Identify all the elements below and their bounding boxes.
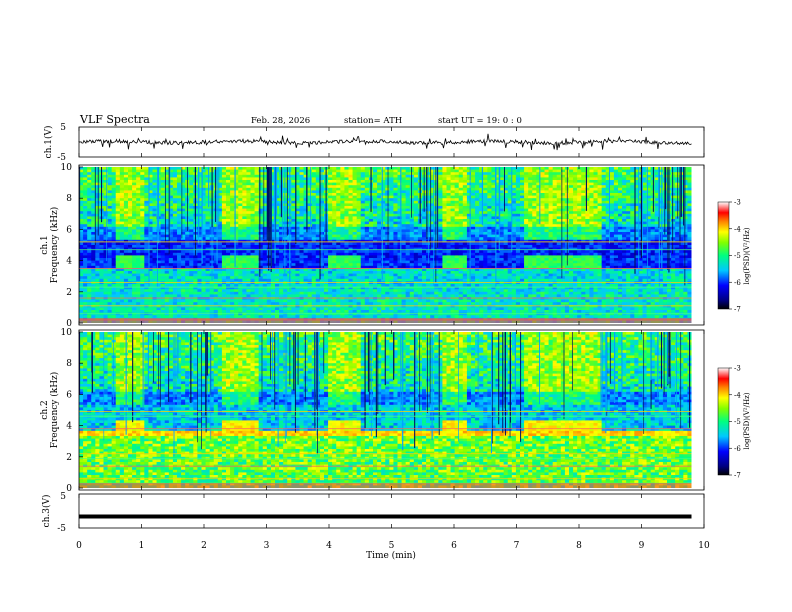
spec-y-tick-label: 10: [61, 163, 73, 173]
x-axis-label: Time (min): [366, 550, 416, 561]
ch3-timeseries-frame: [78, 493, 705, 529]
spec-y-tick-label: 6: [66, 225, 72, 235]
ch3-ytick-bottom: -5: [57, 524, 66, 534]
ch2-yticks: 0 2 4 6 8 10: [61, 328, 83, 494]
ch2-spectrogram-panel: 0 2 4 6 8 10 ch.2 Frequency (kHz): [40, 328, 705, 494]
colorbar-1-gradient: [717, 201, 730, 310]
ch1-spec-ylabel: Frequency (kHz): [49, 207, 60, 284]
x-tick-label: 0: [76, 541, 82, 551]
ch1-timeseries-panel: 5 -5 ch.1(V): [43, 123, 705, 163]
colorbar-tick-label: -4: [734, 225, 741, 233]
ch1-spectrogram-panel: 0 2 4 6 8 10 ch.1 Frequency (kHz): [40, 163, 705, 329]
ch1-ytick-top: 5: [60, 123, 66, 133]
spec-y-tick-label: 2: [66, 288, 72, 298]
spec-y-tick-label: 0: [66, 319, 72, 329]
colorbar-2-label: log(PSD)(V²/Hz): [743, 392, 751, 449]
colorbar-1-label: log(PSD)(V²/Hz): [743, 227, 751, 284]
spec-y-tick-label: 0: [66, 484, 72, 494]
ch1-yticks: 0 2 4 6 8 10: [61, 163, 83, 329]
colorbar-tick-label: -3: [734, 365, 741, 373]
x-axis: 0 1 2 3 4 5 6 7 8 9 10: [76, 127, 710, 551]
x-tick-label: 5: [389, 541, 395, 551]
colorbar-tick-label: -6: [734, 445, 741, 453]
x-tick-label: 8: [576, 541, 582, 551]
x-tick-label: 1: [139, 541, 145, 551]
x-tick-label: 2: [201, 541, 207, 551]
spec-y-tick-label: 8: [66, 194, 72, 204]
spec-y-tick-label: 6: [66, 390, 72, 400]
date-label: Feb. 28, 2026: [251, 116, 310, 126]
ch3-ytick-top: 5: [60, 492, 66, 502]
colorbar-2: -3 -4 -5 -6 -7 log(PSD)(V²/Hz): [717, 365, 751, 480]
spec-y-tick-label: 10: [61, 328, 73, 338]
ch1-spec-channel-label: ch.1: [40, 235, 50, 254]
ch2-spec-channel-label: ch.2: [40, 400, 50, 419]
colorbar-tick-label: -5: [734, 252, 741, 260]
x-tick-label: 6: [451, 541, 457, 551]
spec-y-tick-label: 4: [66, 257, 72, 267]
spec-y-tick-label: 8: [66, 359, 72, 369]
x-tick-label: 10: [698, 541, 710, 551]
start-time-label: start UT = 19: 0 : 0: [438, 116, 522, 126]
colorbar-2-gradient: [717, 367, 730, 476]
station-label: station= ATH: [344, 116, 402, 126]
colorbar-tick-label: -5: [734, 418, 741, 426]
spec-y-tick-label: 4: [66, 422, 72, 432]
x-tick-label: 3: [264, 541, 270, 551]
x-tick-label: 4: [326, 541, 332, 551]
colorbar-tick-label: -3: [734, 199, 741, 207]
colorbar-tick-label: -7: [734, 472, 741, 480]
colorbar-tick-label: -4: [734, 391, 741, 399]
ch2-spectrogram-image: [79, 332, 692, 488]
colorbar-tick-label: -7: [734, 306, 741, 314]
ch3-timeseries-panel: 5 -5 ch.3(V): [41, 492, 705, 534]
figure-title: VLF Spectra: [79, 113, 150, 126]
ch2-spec-ylabel: Frequency (kHz): [49, 372, 60, 449]
ch1-ytick-bottom: -5: [57, 153, 66, 163]
ch3-ylabel: ch.3(V): [41, 495, 52, 528]
colorbar-1: -3 -4 -5 -6 -7 log(PSD)(V²/Hz): [717, 199, 751, 314]
ch1-spectrogram-image: [79, 167, 692, 323]
colorbar-tick-label: -6: [734, 279, 741, 287]
spec-y-tick-label: 2: [66, 453, 72, 463]
ch1-ylabel: ch.1(V): [43, 126, 54, 159]
ch1-trace: [78, 133, 692, 151]
x-tick-label: 9: [639, 541, 645, 551]
ch1-trace-line: [78, 133, 692, 151]
x-tick-label: 7: [514, 541, 520, 551]
